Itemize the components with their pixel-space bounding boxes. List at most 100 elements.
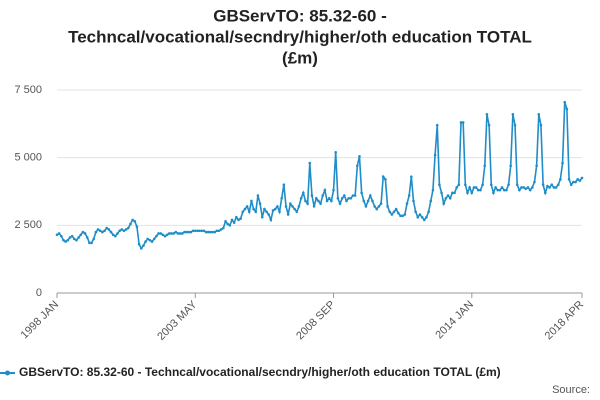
data-point <box>356 164 359 168</box>
data-point <box>235 215 238 219</box>
data-point <box>144 240 147 243</box>
data-point <box>483 164 487 168</box>
data-point <box>293 207 296 211</box>
data-point <box>94 230 98 234</box>
data-point <box>349 196 353 200</box>
data-point <box>222 226 225 230</box>
data-point <box>461 121 465 124</box>
data-point <box>561 161 564 165</box>
data-point <box>494 186 497 189</box>
data-point <box>111 233 115 237</box>
data-point <box>420 215 424 219</box>
data-point <box>531 186 534 189</box>
data-point <box>150 240 154 243</box>
data-point <box>314 196 318 200</box>
data-point <box>62 238 65 242</box>
data-point <box>569 183 573 187</box>
data-point <box>528 188 532 192</box>
chart-title: Techncal/vocational/secndry/higher/oth e… <box>68 27 532 46</box>
data-point <box>170 232 173 235</box>
data-point <box>435 123 439 127</box>
data-point <box>433 153 437 157</box>
data-point <box>325 199 329 203</box>
data-point <box>472 186 476 189</box>
data-point <box>457 183 461 187</box>
data-point <box>137 242 141 246</box>
data-point <box>284 205 288 208</box>
data-point <box>526 186 530 189</box>
data-point <box>500 186 504 189</box>
data-point <box>405 202 409 205</box>
data-point <box>453 191 456 195</box>
data-point <box>308 161 312 165</box>
data-point <box>476 188 480 192</box>
data-point <box>163 234 167 238</box>
data-point <box>57 232 61 235</box>
data-point <box>174 230 178 234</box>
data-point <box>286 213 290 216</box>
data-point <box>241 210 245 214</box>
data-point <box>206 230 210 234</box>
legend-label: GBServTO: 85.32-60 - Techncal/vocational… <box>19 365 501 379</box>
data-point <box>129 222 132 226</box>
data-point <box>239 217 242 220</box>
data-point <box>353 194 357 197</box>
data-point <box>554 186 558 189</box>
data-point <box>152 237 156 241</box>
y-tick-label: 5 000 <box>14 152 42 164</box>
data-point <box>228 224 232 227</box>
data-point <box>541 183 545 187</box>
data-point <box>168 232 171 235</box>
data-point <box>578 179 582 182</box>
data-point <box>327 196 331 200</box>
data-point <box>260 215 264 219</box>
y-tick-label: 7 500 <box>14 84 42 96</box>
data-point <box>159 232 163 235</box>
data-point <box>446 194 450 197</box>
data-point <box>470 191 474 195</box>
source: Source: <box>552 384 590 396</box>
data-point <box>148 238 152 242</box>
data-point <box>563 100 567 104</box>
data-point <box>498 188 502 192</box>
data-point <box>444 196 448 200</box>
data-point <box>481 183 484 187</box>
x-tick-label: 2018 APR <box>543 299 587 343</box>
data-point <box>157 232 160 235</box>
data-point <box>256 194 260 197</box>
data-point <box>427 210 430 214</box>
data-point <box>142 244 145 247</box>
x-tick-label: 1998 JAN <box>19 299 62 342</box>
data-point <box>407 194 411 197</box>
data-point <box>572 180 575 184</box>
data-point <box>278 210 281 214</box>
data-point <box>198 229 201 233</box>
data-point <box>237 218 240 222</box>
data-point <box>317 199 320 203</box>
data-point <box>565 107 569 111</box>
data-point <box>410 175 413 178</box>
data-point <box>172 232 175 235</box>
data-point <box>83 232 87 235</box>
data-point <box>448 196 452 200</box>
data-point <box>252 207 255 211</box>
data-point <box>552 186 556 189</box>
data-point <box>215 229 219 233</box>
data-point <box>120 228 124 231</box>
data-point <box>299 196 303 200</box>
data-point <box>513 123 517 127</box>
data-point <box>580 176 584 180</box>
data-point <box>55 233 59 237</box>
data-point <box>464 183 467 187</box>
data-point <box>258 202 262 205</box>
data-point <box>232 221 236 224</box>
data-point <box>416 215 420 219</box>
data-point <box>126 226 130 230</box>
data-point <box>273 207 277 211</box>
data-point <box>291 205 294 208</box>
chart-title: (£m) <box>282 48 318 67</box>
data-point <box>381 175 385 178</box>
data-point <box>280 196 283 200</box>
data-point <box>306 202 309 205</box>
